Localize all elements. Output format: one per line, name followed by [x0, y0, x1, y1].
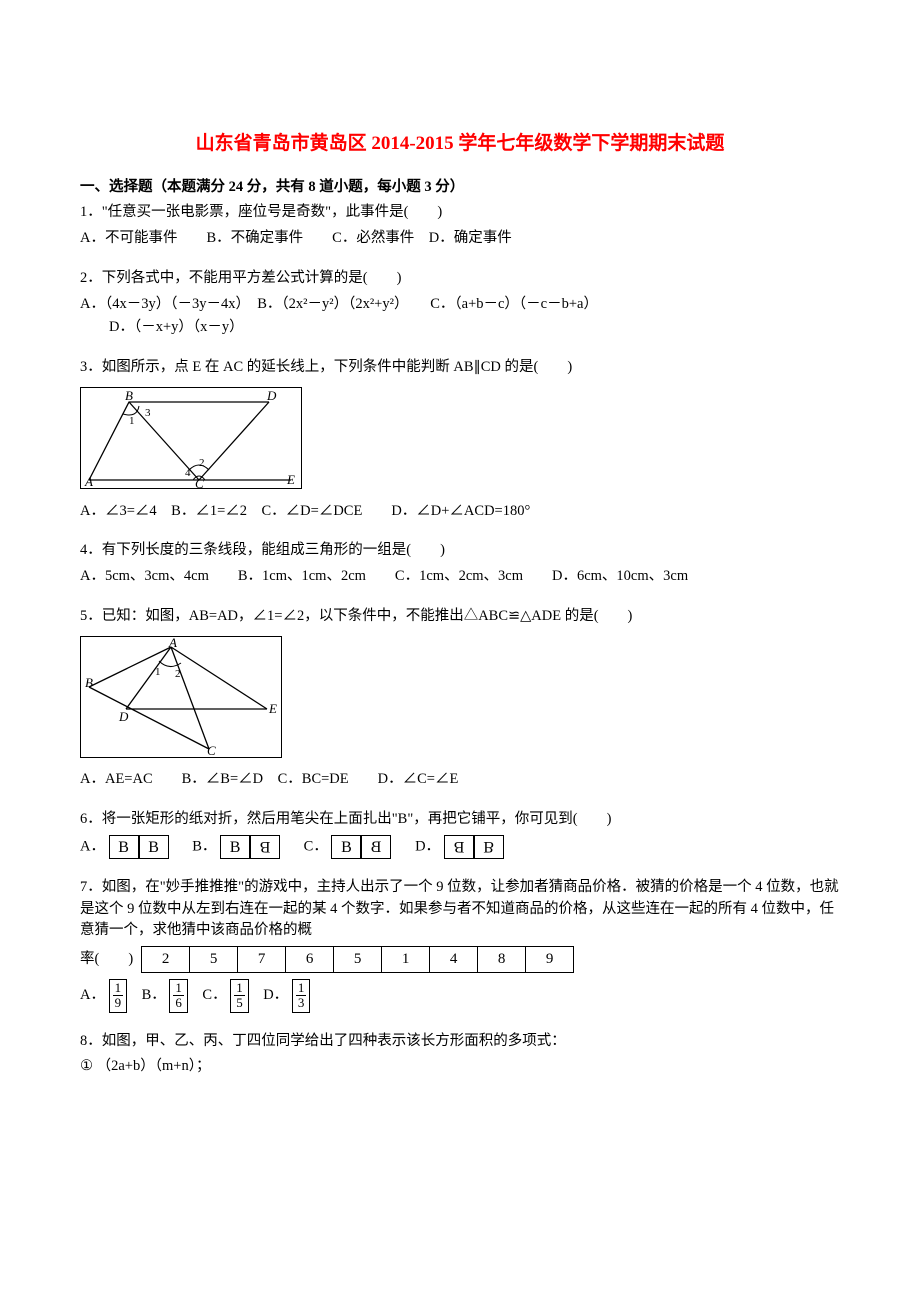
frac-1-6: 16: [169, 979, 188, 1013]
q7-digits-table: 2 5 7 6 5 1 4 8 9: [141, 946, 574, 973]
svg-text:A: A: [84, 474, 93, 488]
b-d2: B: [474, 835, 504, 859]
b-c1: B: [331, 835, 361, 859]
digit-cell: 6: [286, 947, 334, 973]
q7-d-label: D．: [263, 987, 288, 1003]
svg-text:1: 1: [155, 666, 161, 678]
svg-text:D: D: [118, 709, 129, 724]
svg-text:2: 2: [199, 457, 205, 469]
digit-cell: 1: [382, 947, 430, 973]
section-header: 一、选择题（本题满分 24 分，共有 8 道小题，每小题 3 分）: [80, 177, 840, 199]
digit-cell: 2: [142, 947, 190, 973]
q7-rate-label: 率( ): [80, 949, 133, 971]
svg-text:E: E: [286, 472, 295, 487]
svg-text:E: E: [268, 701, 277, 716]
q7-c-label: C．: [202, 987, 226, 1003]
b-mirror: B: [361, 835, 391, 859]
q6-a-label: A．: [80, 838, 105, 854]
page-title: 山东省青岛市黄岛区 2014-2015 学年七年级数学下学期期末试题: [80, 130, 840, 159]
b-normal2: B: [139, 835, 169, 859]
svg-text:B: B: [125, 388, 133, 403]
q4-text: 4．有下列长度的三条线段，能组成三角形的一组是( ): [80, 540, 840, 562]
question-6: 6．将一张矩形的纸对折，然后用笔尖在上面扎出"B"，再把它铺平，你可见到( ) …: [80, 809, 840, 859]
question-8: 8．如图，甲、乙、丙、丁四位同学给出了四种表示该长方形面积的多项式： ① （2a…: [80, 1031, 840, 1079]
question-1: 1．"任意买一张电影票，座位号是奇数"，此事件是( ) A．不可能事件 B．不确…: [80, 202, 840, 250]
q8-text: 8．如图，甲、乙、丙、丁四位同学给出了四种表示该长方形面积的多项式：: [80, 1031, 840, 1053]
frac-1-3: 13: [292, 979, 311, 1013]
q6-d-label: D．: [415, 838, 440, 854]
q3-options: A．∠3=∠4 B．∠1=∠2 C．∠D=∠DCE D．∠D+∠ACD=180°: [80, 501, 840, 523]
svg-text:3: 3: [145, 407, 151, 419]
svg-text:A: A: [168, 637, 177, 650]
q6-opt-d: D． BB: [415, 835, 504, 859]
svg-text:1: 1: [129, 415, 135, 427]
svg-text:B: B: [85, 675, 93, 690]
digit-cell: 4: [430, 947, 478, 973]
q1-text: 1．"任意买一张电影票，座位号是奇数"，此事件是( ): [80, 202, 840, 224]
q2-text: 2．下列各式中，不能用平方差公式计算的是( ): [80, 268, 840, 290]
q7-a-label: A．: [80, 987, 105, 1003]
q6-opt-b: B． BB: [192, 835, 280, 859]
digit-cell: 8: [478, 947, 526, 973]
q6-opt-c: C． BB: [304, 835, 392, 859]
digit-cell: 5: [190, 947, 238, 973]
q7-text: 7．如图，在"妙手推推推"的游戏中，主持人出示了一个 9 位数，让参加者猜商品价…: [80, 877, 840, 942]
question-5: 5．已知：如图，AB=AD，∠1=∠2，以下条件中，不能推出△ABC≌△ADE …: [80, 606, 840, 791]
frac-1-5: 15: [230, 979, 249, 1013]
q6-opt-a: A． BB: [80, 835, 169, 859]
digit-cell: 7: [238, 947, 286, 973]
question-4: 4．有下列长度的三条线段，能组成三角形的一组是( ) A．5cm、3cm、4cm…: [80, 540, 840, 588]
svg-text:2: 2: [175, 668, 181, 680]
q3-text: 3．如图所示，点 E 在 AC 的延长线上，下列条件中能判断 AB∥CD 的是(…: [80, 357, 840, 379]
q2-options-a: A．（4x－3y）（－3y－4x） B．（2x²－y²）（2x²+y²） C．（…: [80, 294, 840, 316]
q6-text: 6．将一张矩形的纸对折，然后用笔尖在上面扎出"B"，再把它铺平，你可见到( ): [80, 809, 840, 831]
q5-options: A．AE=AC B．∠B=∠D C．BC=DE D．∠C=∠E: [80, 769, 840, 791]
question-7: 7．如图，在"妙手推推推"的游戏中，主持人出示了一个 9 位数，让参加者猜商品价…: [80, 877, 840, 1013]
b-b1: B: [220, 835, 250, 859]
q1-options: A．不可能事件 B．不确定事件 C．必然事件 D．确定事件: [80, 228, 840, 250]
b-b2: B: [250, 835, 280, 859]
q4-options: A．5cm、3cm、4cm B．1cm、1cm、2cm C．1cm、2cm、3c…: [80, 566, 840, 588]
q6-c-label: C．: [304, 838, 328, 854]
question-2: 2．下列各式中，不能用平方差公式计算的是( ) A．（4x－3y）（－3y－4x…: [80, 268, 840, 339]
b-d1: B: [444, 835, 474, 859]
q3-figure: A B D C E 1 3 2 4: [80, 387, 302, 489]
digit-cell: 9: [526, 947, 574, 973]
q5-figure: B A D E C 1 2: [80, 636, 282, 758]
svg-text:C: C: [207, 743, 216, 757]
digit-cell: 5: [334, 947, 382, 973]
svg-text:D: D: [266, 388, 277, 403]
frac-1-9: 19: [109, 979, 128, 1013]
q7-b-label: B．: [142, 987, 166, 1003]
question-3: 3．如图所示，点 E 在 AC 的延长线上，下列条件中能判断 AB∥CD 的是(…: [80, 357, 840, 522]
q6-b-label: B．: [192, 838, 216, 854]
q5-text: 5．已知：如图，AB=AD，∠1=∠2，以下条件中，不能推出△ABC≌△ADE …: [80, 606, 840, 628]
q8-line1: ① （2a+b）（m+n）；: [80, 1056, 840, 1078]
b-normal: B: [109, 835, 139, 859]
q2-options-d: D．（－x+y）（x－y）: [80, 317, 840, 339]
